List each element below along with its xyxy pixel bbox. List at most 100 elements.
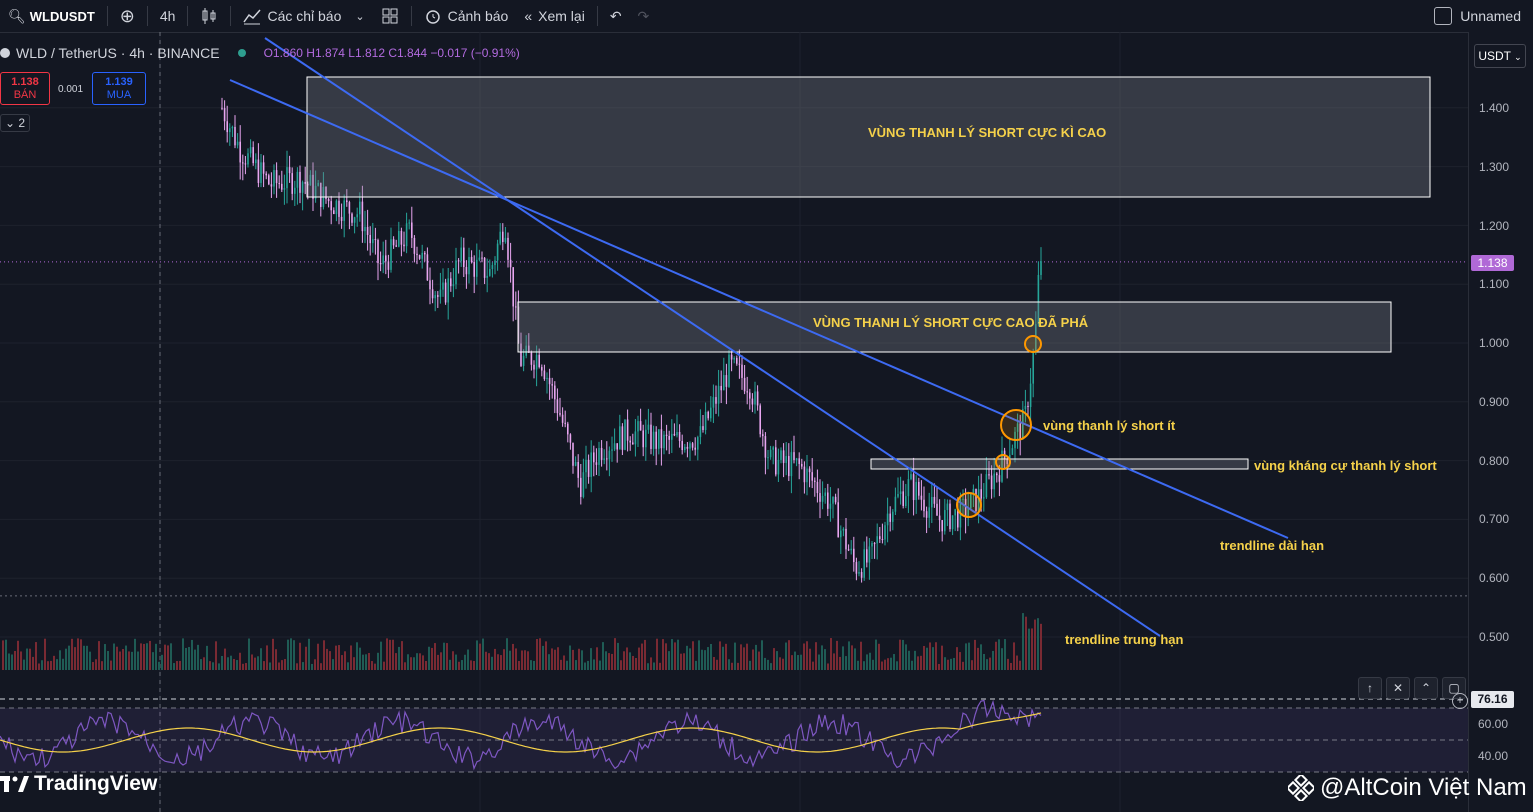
volume-bar	[422, 655, 424, 670]
indicators-button[interactable]: Các chỉ báo ⌄	[235, 0, 372, 32]
candle-body	[634, 431, 637, 445]
volume-bar	[548, 654, 550, 670]
candle-body	[863, 549, 865, 578]
volume-bar	[626, 647, 628, 670]
candle-body	[949, 503, 951, 530]
volume-bar	[113, 643, 115, 670]
volume-bar	[773, 648, 775, 670]
candle-body	[541, 367, 543, 371]
candle-body	[249, 147, 252, 154]
candle-body	[985, 474, 988, 498]
price-tick: 1.000	[1479, 336, 1510, 350]
candle-body	[951, 515, 954, 530]
volume-bar	[131, 651, 133, 670]
candle-body	[236, 141, 239, 146]
candle-body	[268, 175, 270, 185]
volume-bar	[227, 657, 229, 670]
volume-bar	[482, 638, 484, 670]
candle-body	[936, 503, 938, 516]
sell-button[interactable]: 1.138 BÁN	[0, 72, 50, 105]
volume-bar	[809, 648, 811, 670]
volume-bar	[14, 650, 16, 670]
candle-body	[221, 107, 223, 109]
volume-bar	[911, 660, 913, 670]
candle-body	[478, 257, 481, 260]
interval-button[interactable]: 4h	[159, 8, 176, 24]
zone-box-top	[306, 76, 1431, 198]
layout-button[interactable]	[373, 0, 407, 32]
currency-selector[interactable]: USDT ⌄	[1474, 44, 1526, 68]
layout-name[interactable]: Unnamed	[1460, 8, 1521, 24]
volume-bar	[737, 662, 739, 670]
volume-bar	[533, 660, 535, 670]
candle-body	[1027, 405, 1029, 407]
volume-bar	[758, 651, 760, 670]
volume-bar	[851, 645, 853, 670]
replay-button[interactable]: « Xem lại	[516, 0, 592, 32]
indicator-count: 2	[18, 116, 26, 130]
move-up-button[interactable]: ↑	[1358, 677, 1382, 699]
price-scale[interactable]: 1.400 1.300 1.200 1.100 1.000 0.900 0.80…	[1468, 32, 1533, 812]
indicators-label: Các chỉ báo	[267, 8, 342, 24]
volume-bar	[872, 659, 874, 670]
volume-bar	[215, 641, 217, 670]
volume-bar	[317, 643, 319, 670]
candle-body	[993, 473, 995, 490]
volume-bar	[1004, 639, 1006, 670]
candle-body	[465, 267, 468, 275]
compare-button[interactable]: ⊕	[112, 0, 143, 32]
volume-bar	[785, 642, 787, 670]
candle-body	[590, 452, 592, 477]
volume-bar	[20, 651, 22, 670]
volume-bar	[308, 638, 310, 670]
add-plus-icon[interactable]: +	[1452, 693, 1468, 709]
candle-body	[946, 503, 949, 511]
volume-bar	[455, 654, 457, 670]
undo-button[interactable]: ↶	[602, 0, 630, 32]
candle-body	[559, 413, 561, 415]
candle-body	[431, 289, 434, 299]
volume-bar	[953, 657, 955, 670]
chart-legend: WLD / TetherUS · 4h · BINANCE O1.860 H1.…	[0, 45, 520, 61]
symbol-search[interactable]: 🔍︎ WLDUSDT	[0, 0, 103, 32]
alerts-button[interactable]: Cảnh báo	[416, 0, 517, 32]
delete-pane-button[interactable]: ✕	[1386, 677, 1410, 699]
candle-body	[712, 397, 715, 408]
volume-bar	[248, 638, 250, 670]
candle-body	[522, 355, 525, 366]
volume-bar	[5, 639, 7, 670]
candle-body	[723, 375, 725, 391]
volume-bar	[866, 654, 868, 670]
volume-bar	[224, 648, 226, 670]
volume-bar	[356, 642, 358, 670]
candle-body	[229, 128, 231, 133]
volume-bar	[434, 643, 436, 670]
candle-body	[411, 222, 413, 238]
candle-body	[385, 255, 387, 262]
collapse-pane-button[interactable]: ⌃	[1414, 677, 1438, 699]
tradingview-logo[interactable]: TradingView	[0, 772, 157, 796]
volume-bar	[776, 651, 778, 670]
volume-bar	[689, 648, 691, 670]
candle-body	[996, 473, 998, 476]
volume-bar	[980, 644, 982, 670]
volume-bar	[236, 660, 238, 670]
volume-bar	[431, 647, 433, 670]
candle-body	[920, 495, 923, 500]
candle-body	[262, 162, 265, 174]
layout-checkbox[interactable]	[1434, 7, 1453, 25]
buy-button[interactable]: 1.139 MUA	[92, 72, 146, 105]
volume-bar	[416, 653, 418, 670]
indicator-collapse-button[interactable]: ⌄ 2	[0, 114, 31, 132]
volume-bar	[929, 642, 931, 670]
candle-body	[637, 421, 639, 432]
volume-bar	[890, 657, 892, 670]
redo-button[interactable]: ↷	[630, 0, 658, 32]
chart-type-button[interactable]	[192, 0, 226, 32]
volume-bar	[686, 645, 688, 670]
volume-bar	[710, 643, 712, 670]
price-chart[interactable]	[0, 32, 1468, 812]
candle-body	[879, 536, 881, 540]
volume-bar	[476, 640, 478, 670]
volume-bar	[194, 649, 196, 670]
